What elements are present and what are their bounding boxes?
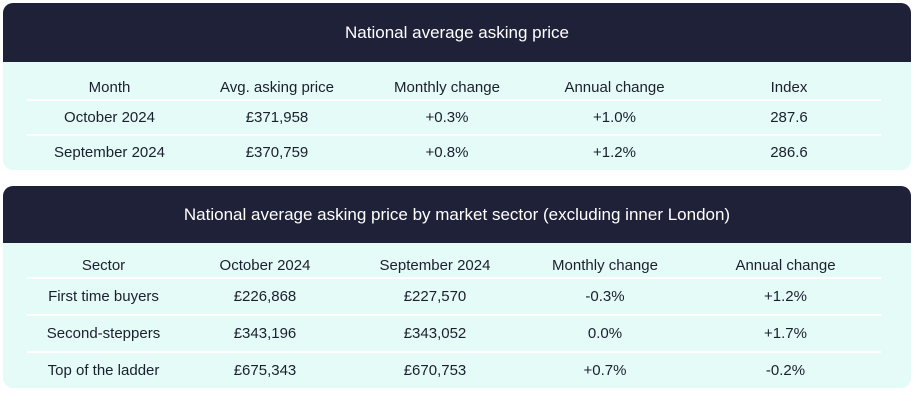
table-cell: +1.7%: [764, 325, 807, 342]
table-cell: 0.0%: [587, 325, 623, 342]
column-header: Month: [88, 78, 131, 96]
table-cell: +1.0%: [593, 109, 636, 126]
market-sector-table: Sector October 2024 September 2024 Month…: [27, 253, 881, 388]
table-cell: Second-steppers: [46, 325, 161, 342]
column-header: Annual change: [735, 256, 836, 274]
table-cell: -0.3%: [585, 288, 625, 305]
table-cell: Top of the ladder: [47, 362, 160, 379]
asking-price-table: Month Avg. asking price Monthly change A…: [27, 75, 881, 169]
table-row: Second-steppers £343,196 £343,052 0.0% +…: [27, 315, 881, 352]
table-cell: First time buyers: [48, 288, 159, 305]
table-row: October 2024 £371,958 +0.3% +1.0% 287.6: [27, 100, 881, 135]
asking-price-panel-header: National average asking price: [3, 3, 911, 62]
table-cell: 287.6: [770, 109, 808, 126]
column-header: Monthly change: [552, 256, 658, 274]
table-header-row: Sector October 2024 September 2024 Month…: [27, 253, 881, 278]
table-row: Top of the ladder £675,343 £670,753 +0.7…: [27, 352, 881, 388]
table-header-row: Month Avg. asking price Monthly change A…: [27, 75, 881, 100]
table-cell: £226,868: [233, 288, 297, 305]
table-row: September 2024 £370,759 +0.8% +1.2% 286.…: [27, 135, 881, 169]
column-header: Avg. asking price: [220, 78, 334, 96]
market-sector-panel: National average asking price by market …: [3, 186, 911, 388]
table-cell: +0.3%: [425, 109, 469, 126]
table-row: First time buyers £226,868 £227,570 -0.3…: [27, 278, 881, 315]
column-header: October 2024: [219, 256, 311, 274]
market-sector-panel-header: National average asking price by market …: [3, 186, 911, 243]
table-cell: +1.2%: [764, 288, 807, 305]
table-cell: £670,753: [403, 362, 467, 379]
table-cell: September 2024: [54, 144, 165, 161]
column-header: Monthly change: [394, 78, 500, 96]
asking-price-panel: National average asking price: [3, 3, 911, 170]
column-header: Index: [770, 78, 808, 96]
table-cell: +0.7%: [583, 362, 627, 379]
asking-price-panel-title: National average asking price: [345, 22, 569, 42]
table-cell: £343,052: [403, 325, 467, 342]
table-cell: £227,570: [403, 288, 467, 305]
market-sector-panel-title: National average asking price by market …: [183, 204, 731, 224]
table-cell: £370,759: [245, 144, 309, 161]
table-cell: £675,343: [233, 362, 297, 379]
column-header: Sector: [81, 256, 126, 274]
table-cell: 286.6: [770, 144, 808, 161]
table-cell: £343,196: [233, 325, 297, 342]
table-cell: £371,958: [245, 109, 309, 126]
table-cell: October 2024: [64, 109, 155, 126]
table-cell: +0.8%: [425, 144, 469, 161]
column-header: September 2024: [379, 256, 491, 274]
column-header: Annual change: [564, 78, 665, 96]
table-cell: +1.2%: [593, 144, 636, 161]
table-cell: -0.2%: [765, 362, 806, 379]
